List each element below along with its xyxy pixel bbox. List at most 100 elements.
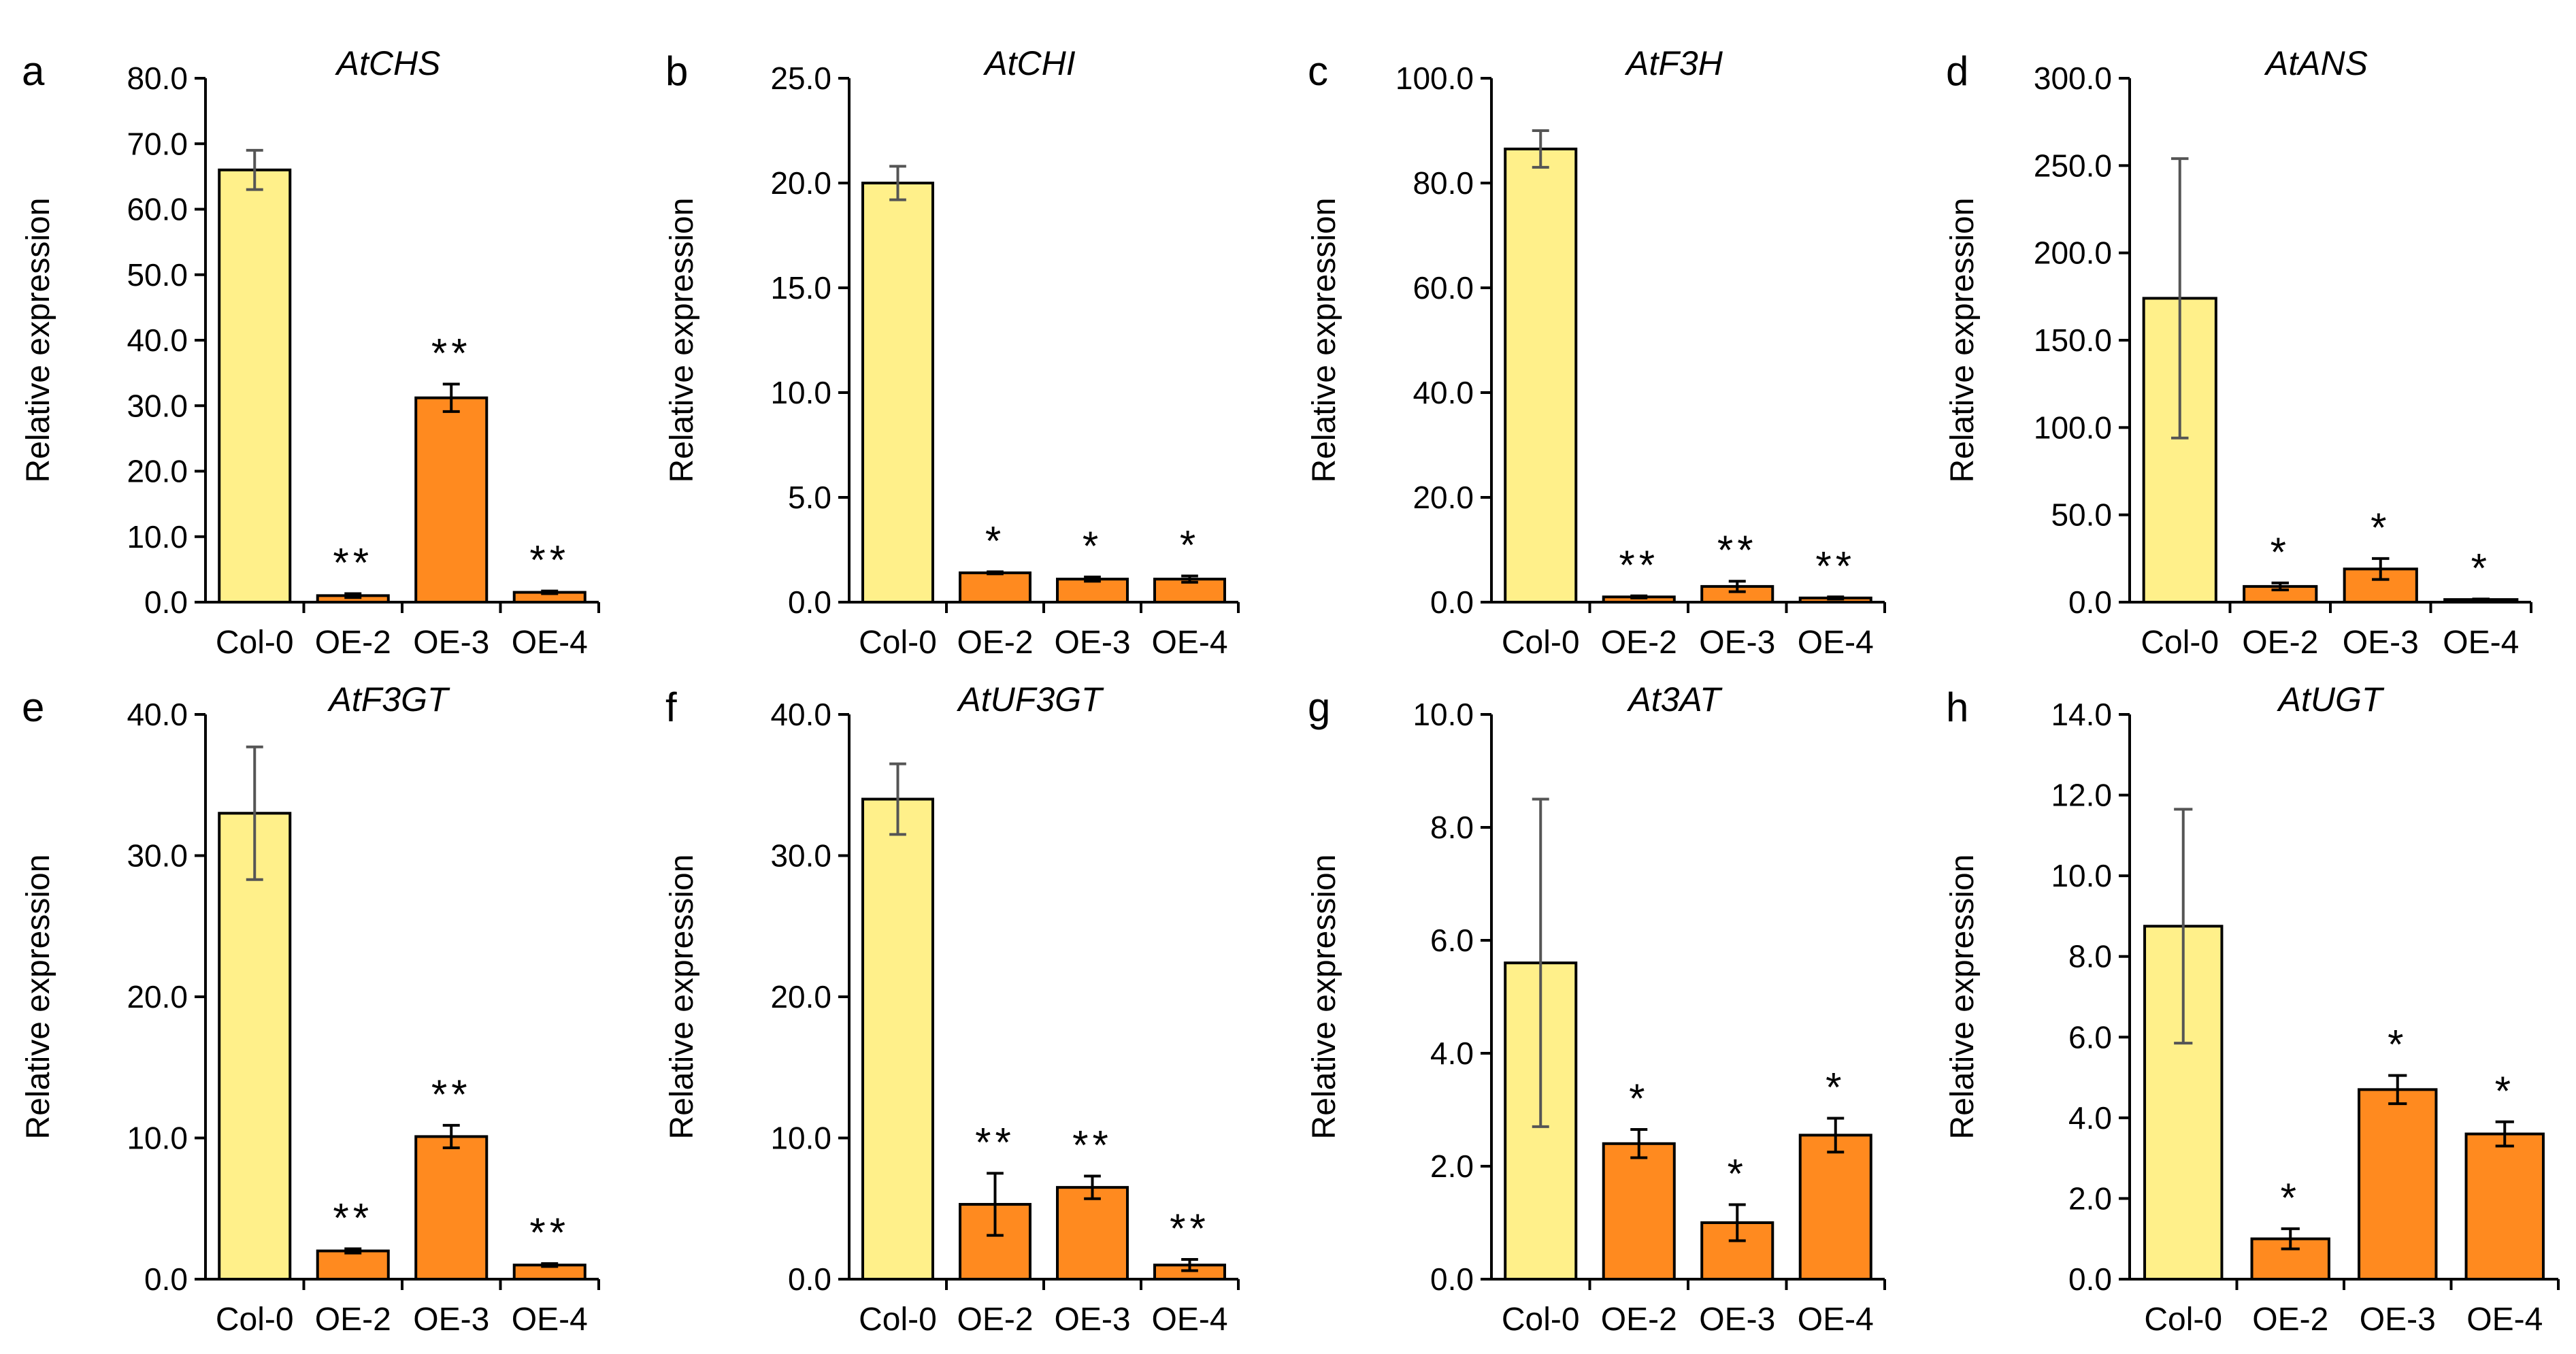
significance-marker: * (2270, 529, 2290, 575)
bar-col-0 (1504, 147, 1578, 604)
error-bar (1181, 574, 1198, 584)
error-bar (2372, 557, 2390, 581)
significance-marker: * (1826, 1064, 1845, 1110)
significance-marker: ** (1717, 527, 1757, 573)
error-bar (987, 1172, 1004, 1237)
y-tick-label: 8.0 (2068, 939, 2112, 974)
panel-h: h AtUGT Relative expression Col-0 * OE-2 * OE-3… (1945, 680, 2560, 1338)
significance-marker: * (2471, 545, 2491, 591)
error-bar (344, 1247, 362, 1255)
y-tick-label: 0.0 (144, 1261, 188, 1297)
panel-letter: c (1308, 48, 1328, 94)
x-tick-label: OE-4 (1798, 625, 1874, 661)
y-tick-label: 20.0 (1413, 480, 1474, 515)
error-bar (987, 570, 1004, 576)
y-tick-label: 0.0 (1430, 1261, 1474, 1297)
x-tick-label: OE-2 (1601, 625, 1677, 661)
error-bar (442, 1123, 460, 1150)
y-tick-label: 25.0 (770, 61, 831, 96)
x-tick-label: OE-3 (413, 625, 489, 661)
x-tick-label: OE-4 (1151, 625, 1227, 661)
y-tick-label: 8.0 (1430, 810, 1474, 845)
y-tick-label: 10.0 (2051, 858, 2112, 893)
significance-marker: ** (1619, 542, 1659, 588)
y-tick-label: 30.0 (127, 388, 188, 423)
chart-title: AtANS (2264, 44, 2368, 82)
y-tick-label: 40.0 (127, 323, 188, 358)
panel-letter: e (22, 684, 44, 730)
y-tick-label: 0.0 (2068, 1261, 2112, 1297)
x-tick-label: Col-0 (1502, 625, 1580, 661)
x-tick-label: OE-2 (957, 625, 1033, 661)
y-axis-label: Relative expression (1945, 855, 1981, 1140)
y-axis-label: Relative expression (20, 198, 56, 483)
y-tick-label: 50.0 (2051, 497, 2112, 533)
y-tick-label: 70.0 (127, 126, 188, 161)
error-bar (2171, 157, 2189, 440)
bar-col-0 (861, 797, 934, 1281)
x-tick-label: Col-0 (2144, 1302, 2222, 1338)
significance-marker: * (2371, 505, 2390, 550)
bar-oe-3 (2358, 1088, 2438, 1281)
y-tick-label: 60.0 (127, 192, 188, 227)
significance-marker: ** (333, 1195, 373, 1240)
x-tick-label: OE-3 (413, 1302, 489, 1338)
error-bar (246, 745, 263, 881)
y-tick-label: 250.0 (2034, 148, 2112, 183)
y-tick-label: 100.0 (1396, 61, 1474, 96)
x-tick-label: Col-0 (1502, 1302, 1580, 1338)
y-axis-label: Relative expression (1945, 198, 1981, 483)
error-bar (2388, 1074, 2407, 1106)
error-bar (541, 589, 559, 595)
panel-letter: b (665, 48, 688, 94)
y-tick-label: 12.0 (2051, 778, 2112, 813)
significance-marker: ** (529, 538, 569, 583)
error-bar (1084, 1174, 1101, 1200)
x-tick-label: OE-4 (512, 1302, 588, 1338)
chart-title: AtCHS (335, 44, 441, 82)
significance-marker: * (985, 518, 1005, 563)
x-tick-label: OE-4 (512, 625, 588, 661)
y-tick-label: 15.0 (770, 270, 831, 306)
y-tick-label: 80.0 (127, 61, 188, 96)
y-axis-label: Relative expression (20, 855, 56, 1140)
y-tick-label: 60.0 (1413, 270, 1474, 306)
error-bar (1728, 1203, 1746, 1242)
significance-marker: ** (975, 1119, 1015, 1165)
significance-marker: ** (333, 540, 373, 585)
significance-marker: ** (1072, 1123, 1112, 1168)
error-bar (1084, 576, 1101, 583)
panel-c: c AtF3H Relative expression Col-0 ** OE-2 ** OE… (1306, 44, 1886, 661)
y-tick-label: 2.0 (2068, 1180, 2112, 1216)
y-tick-label: 2.0 (1430, 1149, 1474, 1184)
panel-f: f AtUF3GT Relative expression Col-0 ** OE-2 **… (664, 680, 1240, 1338)
y-tick-label: 40.0 (127, 697, 188, 732)
significance-marker: * (1083, 523, 1102, 569)
panel-e: e AtF3GT Relative expression Col-0 ** OE-2 ** O… (20, 680, 600, 1338)
error-bar (2271, 581, 2289, 592)
error-bar (1827, 595, 1845, 601)
x-tick-label: OE-3 (1699, 1302, 1775, 1338)
chart-title: AtF3H (1624, 44, 1723, 82)
y-tick-label: 40.0 (770, 697, 831, 732)
x-tick-label: OE-2 (315, 1302, 391, 1338)
error-bar (1532, 129, 1549, 169)
y-tick-label: 4.0 (1430, 1036, 1474, 1071)
panel-letter: h (1946, 684, 1968, 730)
x-tick-label: Col-0 (216, 1302, 294, 1338)
significance-marker: * (1180, 523, 1200, 568)
x-tick-label: Col-0 (859, 1302, 937, 1338)
significance-marker: ** (1170, 1206, 1210, 1251)
error-bar (344, 592, 362, 599)
error-bar (1827, 1117, 1845, 1154)
chart-title: AtF3GT (327, 680, 450, 719)
bar-oe-2 (316, 1249, 390, 1281)
significance-marker: * (2495, 1068, 2515, 1114)
error-bar (442, 382, 460, 413)
y-tick-label: 30.0 (770, 838, 831, 874)
x-tick-label: OE-2 (2252, 1302, 2328, 1338)
panel-letter: a (22, 48, 45, 94)
bar-oe-2 (1602, 1142, 1676, 1281)
x-tick-label: OE-3 (2360, 1302, 2436, 1338)
